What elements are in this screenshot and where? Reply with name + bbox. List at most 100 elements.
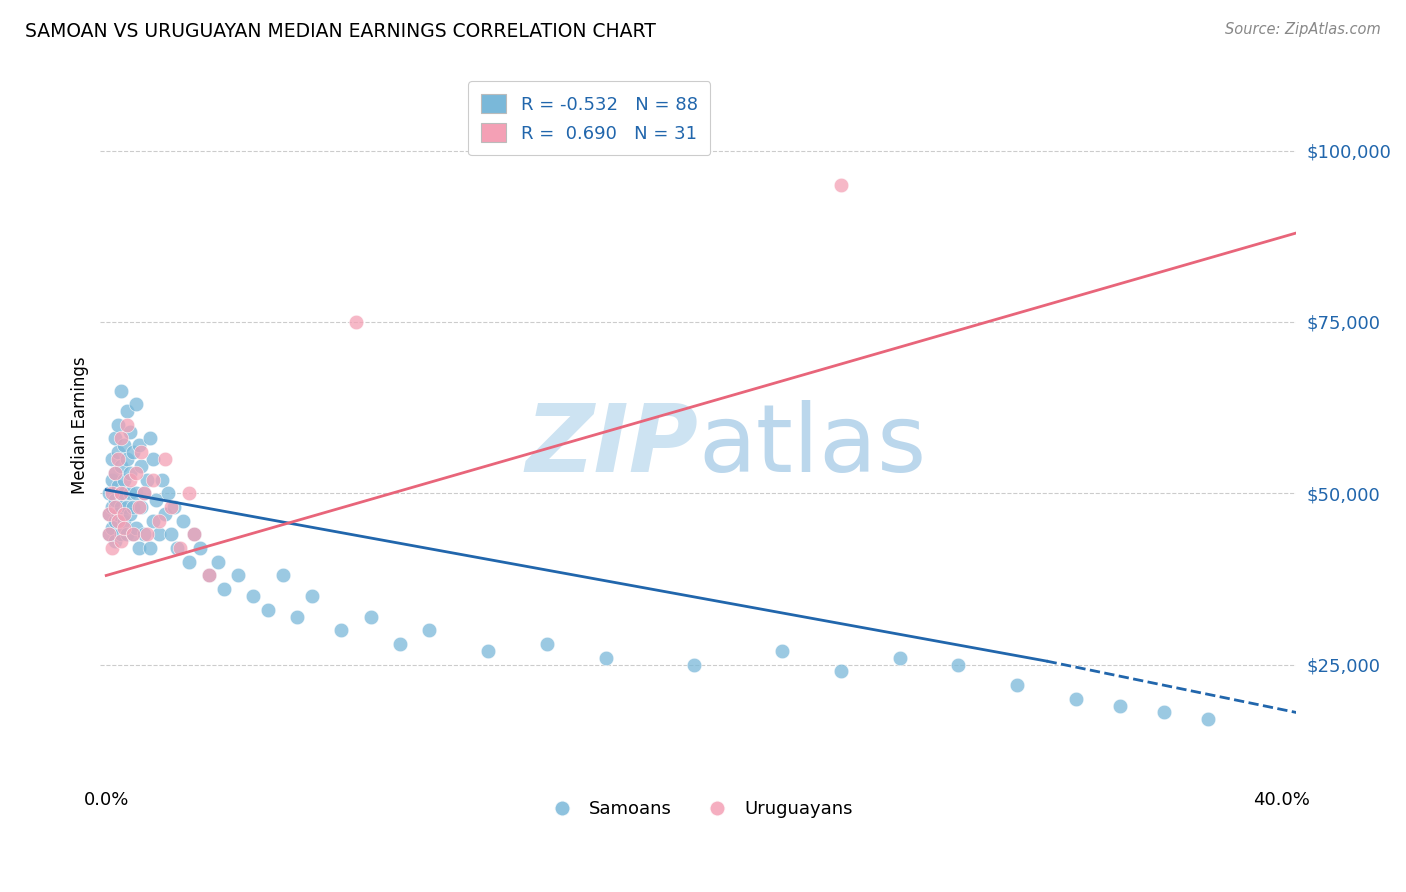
Point bbox=[112, 473, 135, 487]
Point bbox=[101, 452, 124, 467]
Point bbox=[124, 466, 146, 480]
Point bbox=[107, 417, 129, 432]
Point bbox=[177, 555, 200, 569]
Point bbox=[595, 650, 617, 665]
Point bbox=[104, 514, 127, 528]
Point bbox=[121, 527, 143, 541]
Point bbox=[104, 500, 127, 514]
Point bbox=[1005, 678, 1028, 692]
Point bbox=[115, 452, 138, 467]
Point bbox=[142, 452, 165, 467]
Point bbox=[188, 541, 211, 555]
Point bbox=[124, 486, 146, 500]
Point bbox=[112, 507, 135, 521]
Point bbox=[134, 486, 156, 500]
Point bbox=[212, 582, 235, 597]
Point bbox=[285, 609, 308, 624]
Point bbox=[131, 445, 153, 459]
Point bbox=[110, 384, 132, 398]
Text: SAMOAN VS URUGUAYAN MEDIAN EARNINGS CORRELATION CHART: SAMOAN VS URUGUAYAN MEDIAN EARNINGS CORR… bbox=[25, 22, 657, 41]
Point bbox=[98, 507, 121, 521]
Point bbox=[101, 486, 124, 500]
Point bbox=[242, 589, 264, 603]
Point bbox=[134, 527, 156, 541]
Point bbox=[115, 500, 138, 514]
Point bbox=[145, 493, 167, 508]
Point bbox=[121, 500, 143, 514]
Point bbox=[128, 438, 150, 452]
Point bbox=[830, 665, 852, 679]
Point bbox=[112, 486, 135, 500]
Point bbox=[136, 527, 159, 541]
Point bbox=[134, 486, 156, 500]
Point bbox=[98, 527, 121, 541]
Point bbox=[104, 534, 127, 549]
Point bbox=[110, 432, 132, 446]
Point bbox=[104, 466, 127, 480]
Point bbox=[1197, 712, 1219, 726]
Point bbox=[139, 432, 162, 446]
Point bbox=[107, 479, 129, 493]
Point bbox=[110, 458, 132, 473]
Point bbox=[107, 507, 129, 521]
Point bbox=[163, 500, 186, 514]
Point bbox=[115, 404, 138, 418]
Text: atlas: atlas bbox=[699, 401, 927, 492]
Point bbox=[104, 466, 127, 480]
Point bbox=[98, 507, 121, 521]
Point bbox=[121, 527, 143, 541]
Point bbox=[228, 568, 250, 582]
Point bbox=[330, 624, 353, 638]
Point bbox=[360, 609, 382, 624]
Point bbox=[183, 527, 205, 541]
Point bbox=[131, 458, 153, 473]
Point bbox=[110, 486, 132, 500]
Point bbox=[948, 657, 970, 672]
Point bbox=[101, 473, 124, 487]
Legend: Samoans, Uruguayans: Samoans, Uruguayans bbox=[537, 793, 860, 825]
Point bbox=[98, 486, 121, 500]
Text: ZIP: ZIP bbox=[526, 401, 699, 492]
Point bbox=[110, 534, 132, 549]
Point bbox=[257, 603, 280, 617]
Point bbox=[344, 315, 367, 329]
Point bbox=[124, 520, 146, 534]
Point bbox=[124, 397, 146, 411]
Point bbox=[115, 527, 138, 541]
Point bbox=[198, 568, 221, 582]
Point bbox=[536, 637, 558, 651]
Point bbox=[121, 445, 143, 459]
Point bbox=[142, 514, 165, 528]
Point bbox=[150, 473, 173, 487]
Point bbox=[118, 473, 141, 487]
Point bbox=[101, 520, 124, 534]
Point bbox=[110, 527, 132, 541]
Point bbox=[115, 417, 138, 432]
Y-axis label: Median Earnings: Median Earnings bbox=[72, 356, 89, 493]
Point bbox=[107, 514, 129, 528]
Point bbox=[389, 637, 412, 651]
Point bbox=[301, 589, 323, 603]
Point bbox=[112, 520, 135, 534]
Point bbox=[142, 473, 165, 487]
Point bbox=[683, 657, 706, 672]
Point bbox=[148, 527, 170, 541]
Point bbox=[131, 500, 153, 514]
Point bbox=[169, 541, 191, 555]
Point bbox=[1109, 698, 1132, 713]
Point bbox=[128, 500, 150, 514]
Point bbox=[198, 568, 221, 582]
Point bbox=[153, 452, 176, 467]
Point bbox=[107, 452, 129, 467]
Point bbox=[172, 514, 194, 528]
Point bbox=[128, 541, 150, 555]
Point bbox=[98, 527, 121, 541]
Point bbox=[107, 445, 129, 459]
Point bbox=[177, 486, 200, 500]
Point bbox=[118, 507, 141, 521]
Point bbox=[101, 541, 124, 555]
Point bbox=[118, 425, 141, 439]
Point bbox=[104, 432, 127, 446]
Point bbox=[148, 514, 170, 528]
Point bbox=[136, 473, 159, 487]
